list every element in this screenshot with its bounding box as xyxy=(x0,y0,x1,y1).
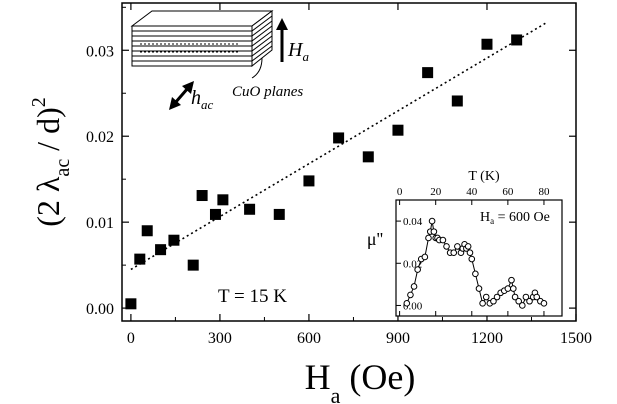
fit-line xyxy=(130,22,547,271)
inset-data-point xyxy=(475,285,483,292)
inset-x-tick-label: 20 xyxy=(430,186,442,198)
inset-data-point xyxy=(490,297,497,305)
sample-schematic: Ha hac CuO planes xyxy=(130,10,309,112)
field-label: Ha xyxy=(287,39,309,64)
inset-plot: 0 20 40 60 800.000.020.04 T (K) μ'' Ha = 600… xyxy=(367,169,563,317)
inset-data-point xyxy=(526,297,533,305)
y-tick-label: 0.01 xyxy=(86,215,114,232)
inset-data-point xyxy=(466,249,474,257)
data-point xyxy=(422,67,434,79)
inset-data-point xyxy=(472,270,479,278)
data-point xyxy=(244,203,256,215)
ac-field-label: hac xyxy=(191,87,214,112)
data-point xyxy=(134,253,146,265)
data-point xyxy=(392,124,404,136)
inset-data-point xyxy=(482,293,490,301)
data-point xyxy=(155,244,167,256)
data-point xyxy=(481,38,493,50)
data-point xyxy=(217,194,229,206)
inset-data-point xyxy=(515,297,522,305)
field-arrow-icon xyxy=(276,18,288,62)
data-point xyxy=(209,208,221,220)
data-point xyxy=(141,225,153,237)
inset-x-tick-label: 0 xyxy=(397,186,403,198)
data-point xyxy=(273,208,285,220)
cuo-planes-label: CuO planes xyxy=(232,84,303,100)
x-tick-label: 300 xyxy=(208,330,232,347)
inset-data-point xyxy=(509,285,517,292)
inset-data-point xyxy=(533,293,541,301)
inset-data-point xyxy=(443,243,450,250)
data-point xyxy=(125,298,137,310)
y-tick-label: 0.00 xyxy=(86,301,114,318)
data-point xyxy=(168,234,180,246)
inset-data-point xyxy=(493,293,501,301)
inset-data-point xyxy=(410,283,418,290)
inset-x-tick-label: 40 xyxy=(466,186,478,198)
inset-legend: Ha = 600 Oe xyxy=(480,210,550,226)
main-plot-frame xyxy=(121,2,577,322)
inset-data-point xyxy=(414,266,421,273)
inset-data-point xyxy=(504,285,512,292)
y-axis-label: (2 λac / d)2 xyxy=(28,97,74,226)
data-point xyxy=(511,34,523,46)
inset-data-point xyxy=(508,276,515,284)
x-tick-label: 900 xyxy=(386,330,410,347)
inset-x-axis-label: T (K) xyxy=(468,169,500,184)
ac-field-arrow-icon xyxy=(169,81,194,110)
x-axis-label: Ha (Oe) xyxy=(305,357,416,404)
inset-data-point xyxy=(511,293,519,301)
x-tick-label: 1200 xyxy=(471,330,503,347)
inset-data-point xyxy=(464,243,472,250)
temperature-annotation: T = 15 K xyxy=(218,286,287,307)
data-point xyxy=(333,132,345,144)
inset-data-point xyxy=(454,243,461,250)
y-tick-label: 0.02 xyxy=(86,129,114,146)
y-tick-label: 0.03 xyxy=(86,43,114,60)
x-tick-label: 1500 xyxy=(560,330,592,347)
fit-line-path xyxy=(130,22,547,271)
inset-y-axis-label: μ'' xyxy=(367,229,383,249)
inset-data-point xyxy=(468,255,476,263)
inset-data-point xyxy=(450,249,458,257)
inset-x-tick-label: 80 xyxy=(538,186,550,198)
inset-data-point xyxy=(421,253,429,261)
inset-data-point xyxy=(403,300,411,307)
inset-data-point xyxy=(428,217,436,225)
inset-data-point xyxy=(425,234,432,242)
data-point xyxy=(196,190,208,202)
main-data-series xyxy=(125,34,523,310)
x-tick-label: 0 xyxy=(127,330,135,347)
inset-data-point xyxy=(430,228,438,235)
x-tick-label: 600 xyxy=(297,330,321,347)
inset-y-tick-label: 0.04 xyxy=(403,216,423,228)
inset-data-point xyxy=(540,300,548,307)
inset-data-point xyxy=(479,300,486,307)
inset-data-point xyxy=(519,302,526,309)
data-point xyxy=(451,95,463,107)
data-point xyxy=(303,175,315,187)
sample-slab-icon xyxy=(130,10,274,79)
inset-data-point xyxy=(407,291,414,299)
inset-data-series xyxy=(403,217,548,309)
inset-x-tick-label: 60 xyxy=(502,186,514,198)
inset-data-point xyxy=(439,236,447,244)
data-point xyxy=(187,259,199,271)
data-point xyxy=(362,151,374,163)
inset-data-point xyxy=(522,293,530,301)
